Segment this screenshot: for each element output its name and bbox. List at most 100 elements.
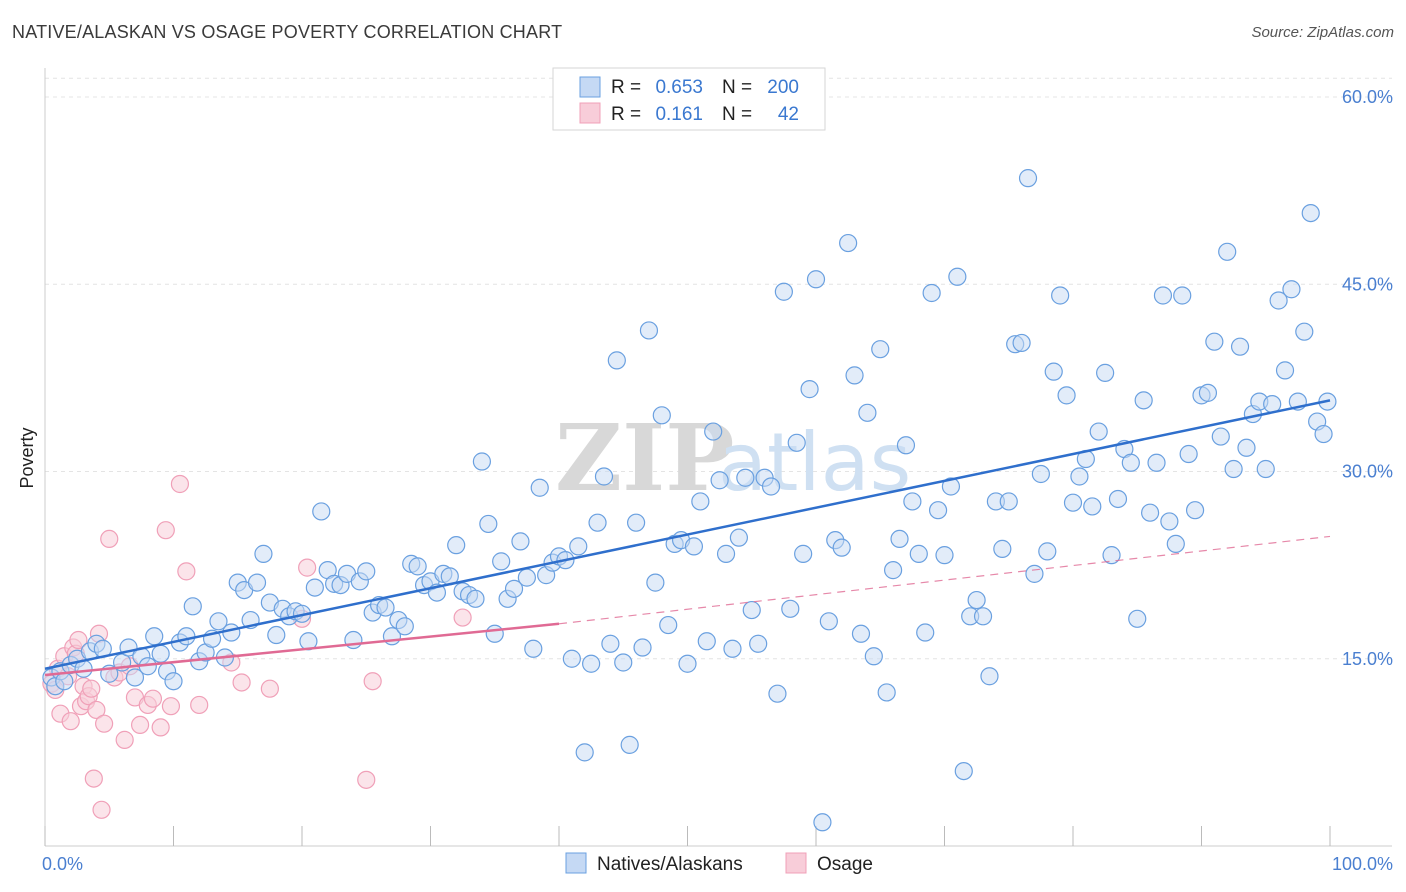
- native-point: [883, 561, 903, 580]
- native-point: [267, 625, 286, 645]
- native-point: [704, 422, 723, 441]
- y-tick-label: 30.0%: [1342, 462, 1393, 482]
- native-point: [1301, 203, 1320, 223]
- native-point: [993, 539, 1012, 558]
- native-point: [209, 612, 228, 631]
- native-point: [1128, 609, 1147, 628]
- native-point: [472, 452, 491, 471]
- native-point: [562, 649, 581, 668]
- native-point: [954, 761, 973, 781]
- native-point: [903, 492, 922, 511]
- native-point: [845, 366, 864, 385]
- native-point: [1063, 493, 1083, 512]
- axes: [44, 68, 1392, 847]
- native-point: [684, 537, 704, 556]
- native-point: [800, 380, 819, 399]
- native-point: [941, 477, 961, 496]
- native-point: [839, 233, 858, 253]
- native-point: [1166, 534, 1185, 554]
- osage-trend-line: [44, 622, 560, 677]
- osage-point: [170, 474, 190, 494]
- native-point: [1185, 501, 1205, 520]
- y-axis-label-group: Poverty: [17, 427, 37, 488]
- native-point: [222, 623, 241, 642]
- native-point: [485, 624, 504, 643]
- native-point: [787, 433, 806, 452]
- native-point: [909, 544, 928, 563]
- bottom-legend-swatch-natives: [565, 852, 587, 874]
- native-point: [447, 536, 466, 555]
- native-point: [781, 599, 800, 618]
- native-point: [806, 270, 826, 289]
- source-label: Source: ZipAtlas.com: [1251, 24, 1394, 41]
- native-point: [1051, 286, 1070, 305]
- legend-swatch-natives: [579, 76, 601, 98]
- native-point: [1096, 363, 1115, 382]
- native-point: [832, 538, 851, 557]
- native-point: [594, 467, 614, 486]
- native-point: [716, 544, 736, 563]
- native-point: [1256, 459, 1275, 479]
- native-point: [729, 528, 749, 547]
- native-point: [1224, 459, 1243, 479]
- native-point: [164, 672, 183, 691]
- native-point: [1102, 546, 1121, 565]
- osage-point: [130, 715, 150, 735]
- native-point: [890, 529, 909, 549]
- native-point: [1160, 512, 1179, 531]
- native-point: [851, 624, 871, 643]
- legend-n-value-1: 200: [767, 77, 799, 98]
- native-point: [980, 667, 999, 686]
- native-point: [575, 743, 594, 762]
- native-point: [1140, 503, 1160, 522]
- native-point: [639, 321, 659, 340]
- osage-point: [143, 689, 163, 708]
- native-point: [1134, 391, 1153, 410]
- osage-point: [61, 712, 80, 731]
- native-point: [1070, 467, 1089, 486]
- native-point: [742, 600, 761, 620]
- native-point: [1121, 453, 1140, 472]
- legend-r-value-1: 0.653: [655, 77, 703, 98]
- legend-r-value-2: 0.161: [655, 104, 703, 125]
- native-point: [1089, 422, 1108, 441]
- native-point: [1012, 333, 1031, 353]
- legend-n-label-1: N =: [722, 77, 752, 98]
- osage-point: [92, 800, 111, 819]
- native-point: [652, 406, 671, 425]
- y-tick-label: 45.0%: [1342, 274, 1393, 294]
- native-point: [395, 617, 414, 636]
- x-tick-label: 0.0%: [42, 854, 83, 874]
- native-point: [864, 647, 883, 666]
- native-point: [254, 544, 273, 563]
- osage-point: [363, 672, 382, 691]
- osage-point: [151, 718, 170, 737]
- native-point: [1044, 362, 1063, 381]
- native-point: [376, 598, 395, 617]
- native-point: [967, 590, 986, 610]
- native-point: [1147, 453, 1166, 472]
- native-point: [151, 644, 170, 663]
- native-point: [1153, 286, 1173, 305]
- native-point: [479, 514, 498, 534]
- native-point: [1205, 332, 1224, 351]
- watermark: ZIP atlas: [555, 404, 911, 512]
- osage-trend-extension: [558, 535, 1331, 625]
- native-point: [916, 623, 935, 642]
- native-point: [145, 627, 164, 646]
- osage-point: [260, 679, 279, 698]
- legend-r-label-1: R =: [611, 77, 641, 98]
- native-point: [1211, 427, 1230, 446]
- tick-labels: 15.0% 30.0% 45.0% 60.0% 0.0% 100.0%: [42, 87, 1393, 874]
- native-point: [736, 468, 755, 487]
- legend-swatch-osage: [579, 102, 601, 124]
- osage-point: [84, 769, 103, 788]
- osage-point: [156, 521, 175, 540]
- native-point: [1018, 169, 1038, 188]
- osage-point: [232, 673, 251, 692]
- native-point: [601, 634, 620, 653]
- legend-n-value-2: 42: [778, 104, 799, 125]
- y-tick-label: 15.0%: [1342, 649, 1393, 669]
- native-point: [678, 654, 697, 673]
- native-point: [1031, 464, 1050, 484]
